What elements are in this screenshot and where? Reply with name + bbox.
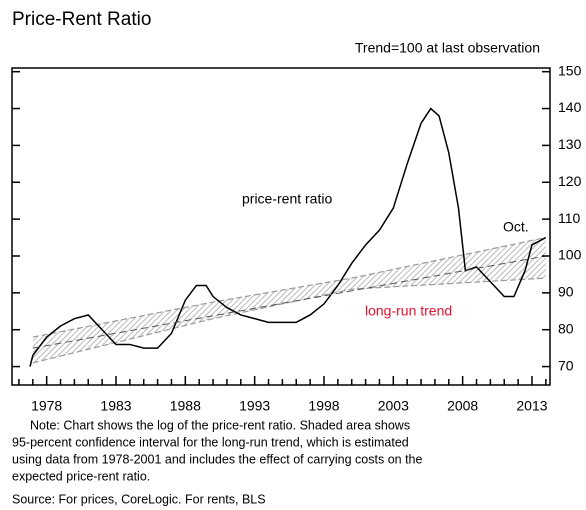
note-line: expected price-rent ratio. <box>12 469 150 483</box>
x-tick-label: 2013 <box>516 398 547 414</box>
y-tick-label: 110 <box>558 210 581 226</box>
trend-line <box>32 255 546 349</box>
y-tick-label: 130 <box>558 136 582 152</box>
y-tick-label: 140 <box>558 99 582 115</box>
x-tick-label: 1978 <box>31 398 62 414</box>
y-tick-label: 70 <box>558 357 574 373</box>
subtitle: Trend=100 at last observation <box>355 40 540 56</box>
x-tick-label: 1983 <box>100 398 131 414</box>
x-tick-label: 1988 <box>170 398 201 414</box>
y-tick-label: 90 <box>558 284 574 300</box>
x-tick-label: 1993 <box>239 398 270 414</box>
line-label: price-rent ratio <box>242 191 332 207</box>
note-line: 95-percent confidence interval for the l… <box>12 435 409 449</box>
chart-title: Price-Rent Ratio <box>12 9 151 30</box>
y-tick-label: 100 <box>558 247 582 263</box>
data-line <box>29 107 547 367</box>
x-tick-label: 1998 <box>308 398 339 414</box>
plot-frame <box>11 67 551 386</box>
x-tick-label: 2008 <box>447 398 478 414</box>
y-tick-label: 150 <box>558 62 582 78</box>
source: Source: For prices, CoreLogic. For rents… <box>12 492 266 506</box>
trend-label: long-run trend <box>365 303 452 319</box>
note-line: using data from 1978-2001 and includes t… <box>12 452 422 466</box>
band-upper <box>32 236 546 338</box>
y-tick-label: 80 <box>558 320 574 336</box>
confidence-band <box>32 237 546 363</box>
end-label: Oct. <box>503 219 529 235</box>
band-lower <box>32 277 546 364</box>
y-tick-label: 120 <box>558 173 582 189</box>
x-tick-label: 2003 <box>378 398 409 414</box>
note-line: Note: Chart shows the log of the price-r… <box>30 418 410 432</box>
